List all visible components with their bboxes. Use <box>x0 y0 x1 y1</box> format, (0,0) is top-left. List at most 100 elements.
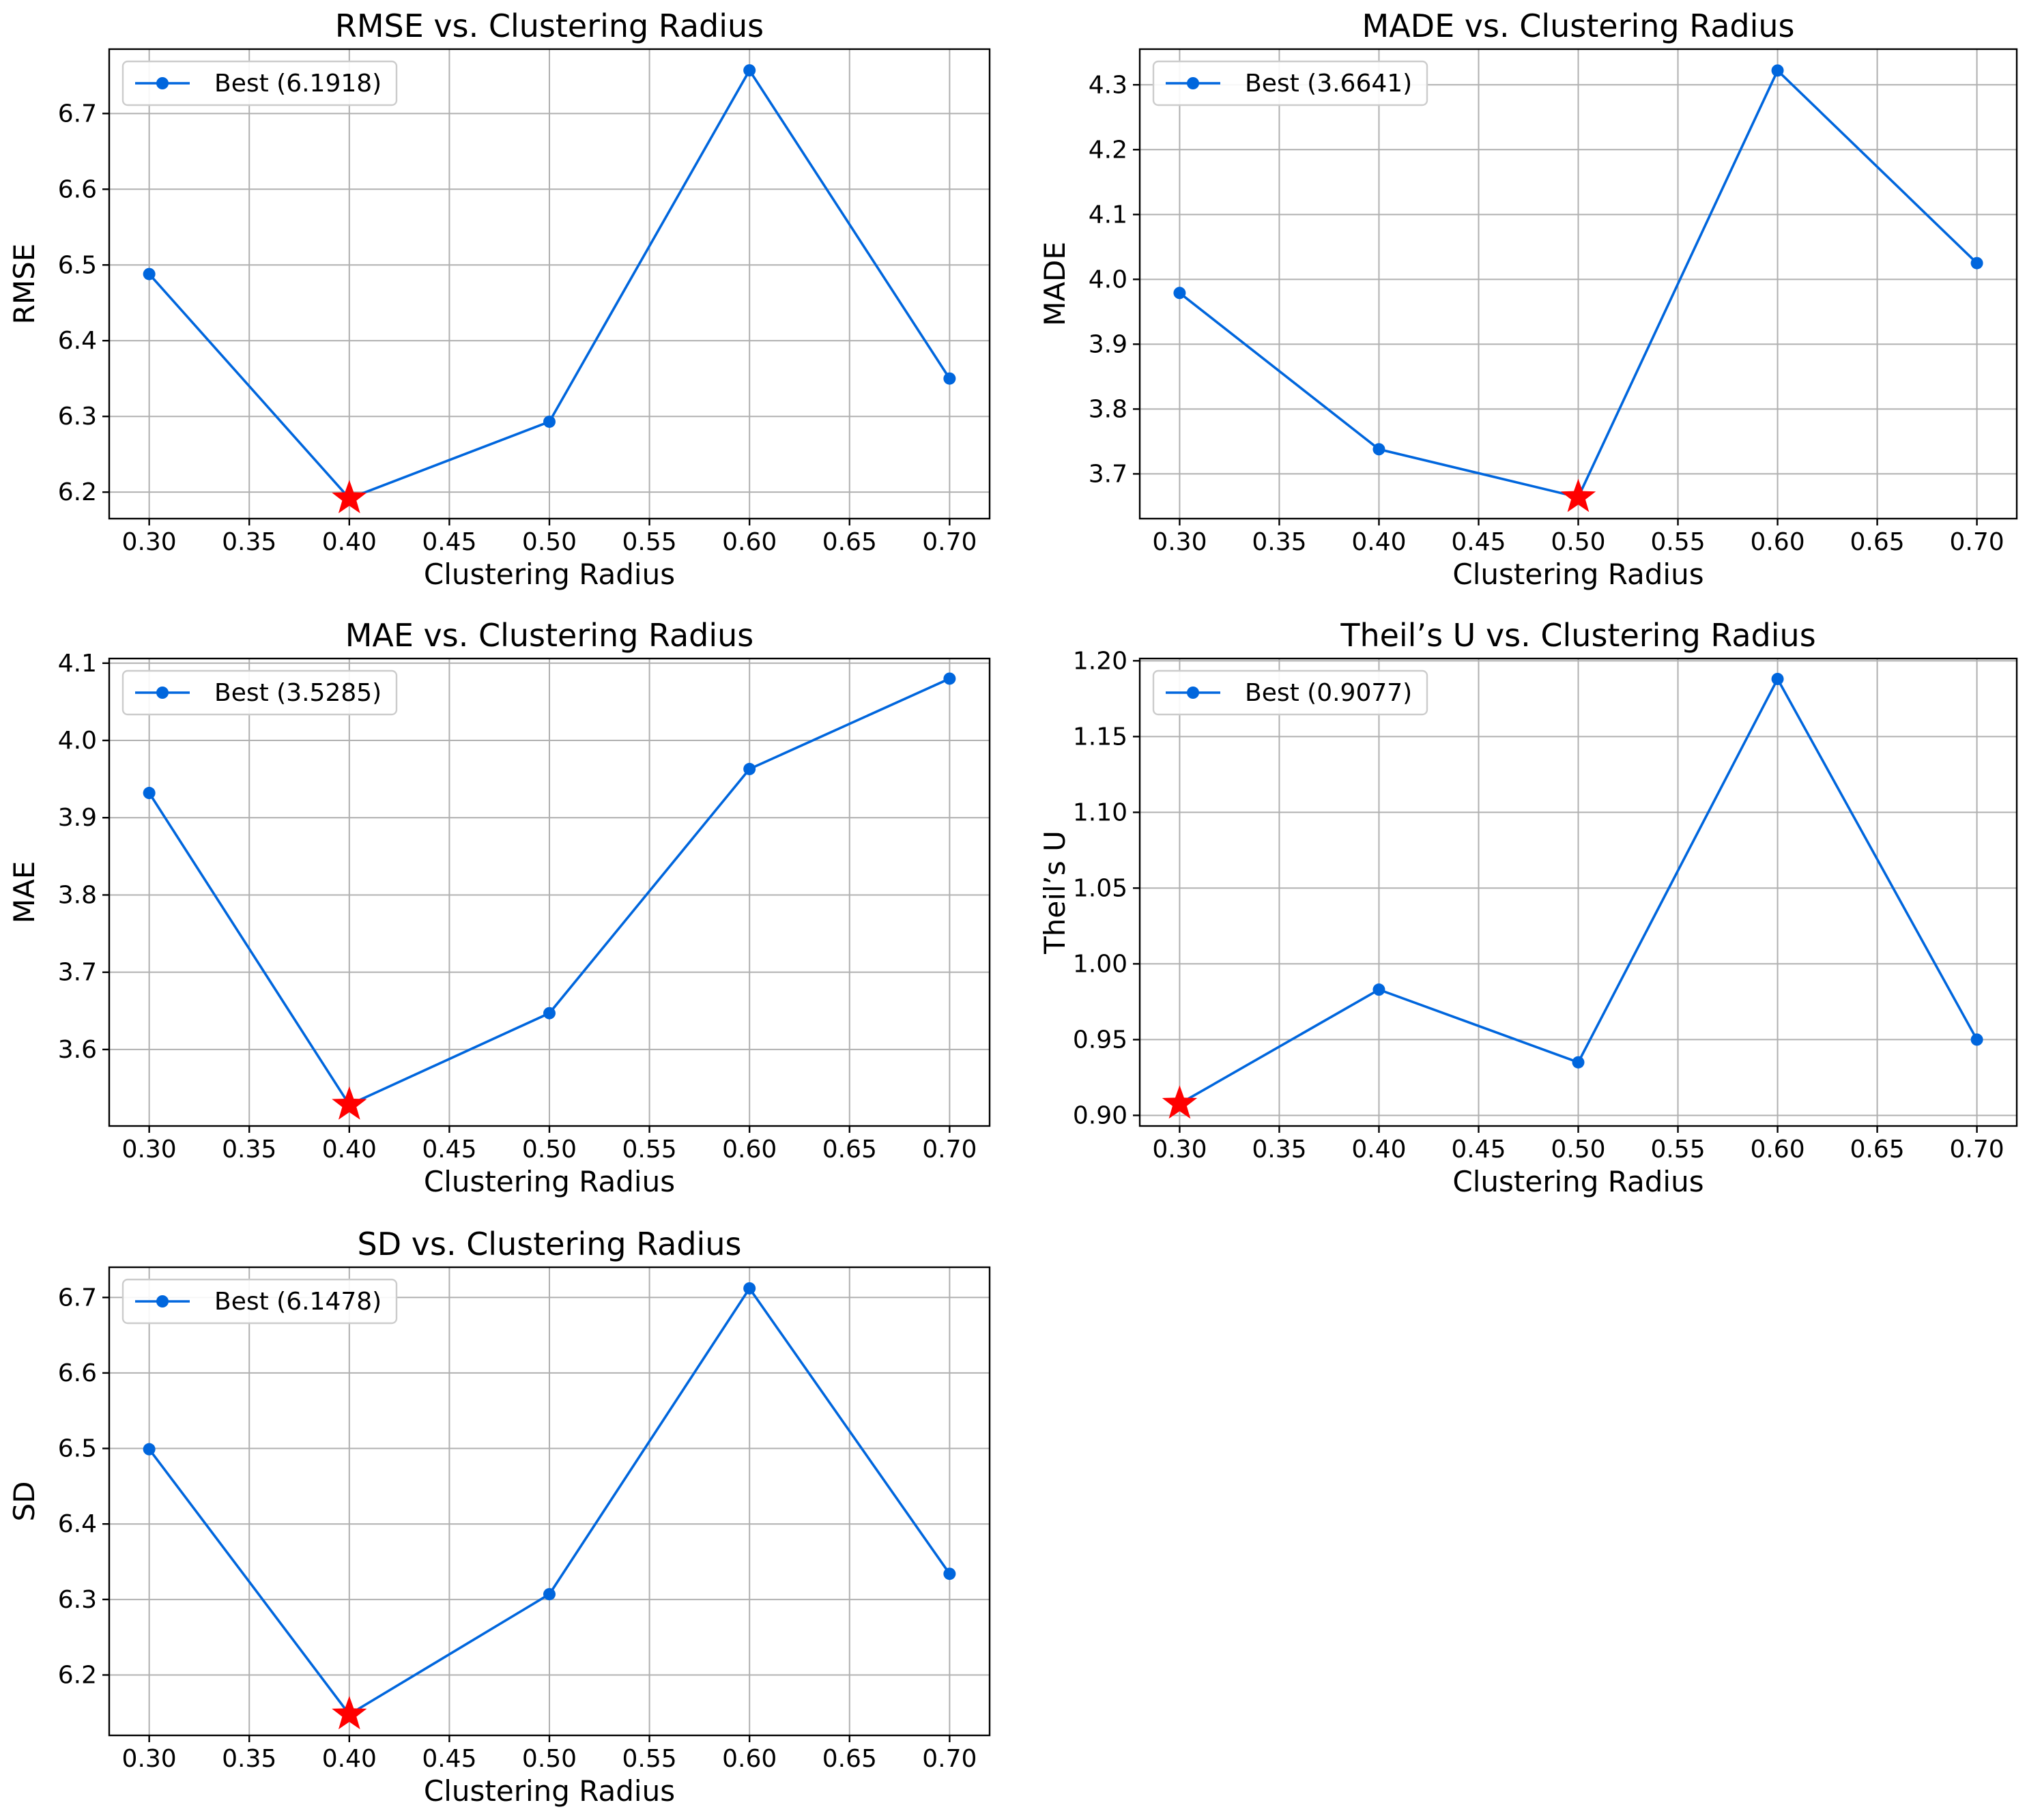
y-tick-label: 4.0 <box>1089 265 1127 293</box>
data-point <box>143 268 156 280</box>
legend-marker <box>1187 77 1199 89</box>
data-point <box>143 787 156 800</box>
x-tick-label: 0.45 <box>422 1136 476 1164</box>
x-tick-label: 0.55 <box>1650 1136 1705 1164</box>
x-tick-label: 0.50 <box>522 1745 577 1773</box>
y-axis-label: MADE <box>1038 242 1072 326</box>
y-tick-label: 3.6 <box>58 1036 97 1064</box>
best-star-marker <box>332 1696 367 1730</box>
x-tick-label: 0.35 <box>1252 528 1306 556</box>
y-tick-label: 6.5 <box>58 1435 97 1463</box>
legend-marker <box>156 77 169 89</box>
data-point <box>1970 257 1983 270</box>
y-tick-label: 1.15 <box>1073 723 1127 751</box>
x-tick-label: 0.35 <box>222 1745 276 1773</box>
x-tick-label: 0.60 <box>1750 1136 1805 1164</box>
x-tick-label: 0.70 <box>922 528 977 556</box>
data-point <box>1173 287 1186 300</box>
data-point <box>1771 64 1784 77</box>
x-tick-label: 0.40 <box>322 1136 377 1164</box>
data-point <box>1771 672 1784 685</box>
legend: Best (6.1478) <box>121 1278 398 1325</box>
y-tick-label: 4.0 <box>58 727 97 755</box>
legend-marker <box>156 1295 169 1308</box>
legend-label: Best (3.5285) <box>214 679 382 707</box>
legend-box <box>1152 669 1428 716</box>
chart-title: SD vs. Clustering Radius <box>358 1226 742 1262</box>
x-tick-label: 0.70 <box>1950 1136 2004 1164</box>
y-tick-label: 6.6 <box>58 1359 97 1387</box>
x-tick-label: 0.60 <box>722 1745 777 1773</box>
y-tick-label: 1.10 <box>1073 798 1127 826</box>
y-tick-label: 3.8 <box>58 881 97 909</box>
data-point <box>543 1588 556 1601</box>
chart-title: MAE vs. Clustering Radius <box>345 617 754 654</box>
y-tick-label: 3.9 <box>1089 330 1127 358</box>
x-tick-label: 0.55 <box>622 528 677 556</box>
legend: Best (6.1918) <box>121 60 398 106</box>
x-tick-label: 0.30 <box>1152 528 1207 556</box>
y-tick-label: 3.7 <box>1089 460 1127 488</box>
chart-title: Theil’s U vs. Clustering Radius <box>1340 617 1815 654</box>
x-tick-label: 0.65 <box>1850 528 1904 556</box>
x-tick-label: 0.65 <box>822 528 877 556</box>
x-tick-label: 0.35 <box>222 1136 276 1164</box>
chart-2: 0.30 0.35 0.40 0.45 0.50 0.55 0.60 0.65 0.70 3.6 3… <box>8 617 991 1198</box>
x-tick-label: 0.40 <box>322 528 377 556</box>
legend-label: Best (6.1478) <box>214 1288 382 1316</box>
x-tick-label: 0.55 <box>622 1745 677 1773</box>
data-point <box>1970 1033 1983 1046</box>
x-tick-label: 0.50 <box>1551 528 1605 556</box>
legend: Best (0.9077) <box>1152 669 1428 716</box>
y-tick-label: 6.3 <box>58 403 97 431</box>
chart-3: 0.30 0.35 0.40 0.45 0.50 0.55 0.60 0.65 0.70 0.90… <box>1038 617 2018 1198</box>
x-axis-label: Clustering Radius <box>424 1165 675 1198</box>
legend-label: Best (6.1918) <box>214 70 382 98</box>
y-axis-label: Theil’s U <box>1038 830 1072 955</box>
x-tick-label: 0.70 <box>1950 528 2004 556</box>
y-tick-label: 1.20 <box>1073 647 1127 675</box>
y-tick-label: 4.1 <box>1089 201 1127 229</box>
x-axis-label: Clustering Radius <box>1452 1165 1703 1198</box>
y-tick-label: 0.90 <box>1073 1101 1127 1129</box>
y-tick-label: 3.8 <box>1089 395 1127 423</box>
data-point <box>943 372 956 385</box>
data-point <box>1372 983 1385 996</box>
y-tick-label: 6.3 <box>58 1586 97 1614</box>
y-tick-label: 6.2 <box>58 1661 97 1689</box>
x-tick-label: 0.60 <box>722 528 777 556</box>
chart-title: MADE vs. Clustering Radius <box>1362 8 1795 44</box>
x-tick-label: 0.45 <box>1451 528 1506 556</box>
x-axis-label: Clustering Radius <box>1452 558 1703 591</box>
y-tick-label: 3.9 <box>58 804 97 832</box>
y-axis-label: RMSE <box>8 244 41 325</box>
x-axis-label: Clustering Radius <box>424 558 675 591</box>
x-axis-label: Clustering Radius <box>424 1774 675 1808</box>
legend: Best (3.6641) <box>1152 60 1428 106</box>
x-tick-label: 0.40 <box>1351 528 1406 556</box>
data-point <box>543 1007 556 1020</box>
y-tick-label: 6.6 <box>58 175 97 203</box>
best-star-marker <box>1162 1085 1198 1119</box>
y-tick-label: 6.7 <box>58 1284 97 1312</box>
legend-box <box>121 1278 398 1325</box>
data-point <box>1572 1056 1585 1069</box>
y-tick-label: 0.95 <box>1073 1026 1127 1054</box>
x-tick-label: 0.40 <box>1351 1136 1406 1164</box>
legend-marker <box>156 687 169 699</box>
x-tick-label: 0.30 <box>122 1745 177 1773</box>
legend-box <box>1152 60 1428 106</box>
x-tick-label: 0.55 <box>622 1136 677 1164</box>
chart-4: 0.30 0.35 0.40 0.45 0.50 0.55 0.60 0.65 0.70 6.2 6… <box>8 1226 991 1808</box>
y-tick-label: 4.2 <box>1089 136 1127 164</box>
chart-1: 0.30 0.35 0.40 0.45 0.50 0.55 0.60 0.65 0.70 3.7 3… <box>1038 8 2018 591</box>
x-tick-label: 0.70 <box>922 1136 977 1164</box>
data-point <box>943 1568 956 1580</box>
y-tick-label: 3.7 <box>58 959 97 987</box>
data-point <box>743 1282 756 1295</box>
x-tick-label: 0.55 <box>1650 528 1705 556</box>
x-tick-label: 0.40 <box>322 1745 377 1773</box>
x-tick-label: 0.50 <box>522 1136 577 1164</box>
best-star-marker <box>332 1086 367 1120</box>
